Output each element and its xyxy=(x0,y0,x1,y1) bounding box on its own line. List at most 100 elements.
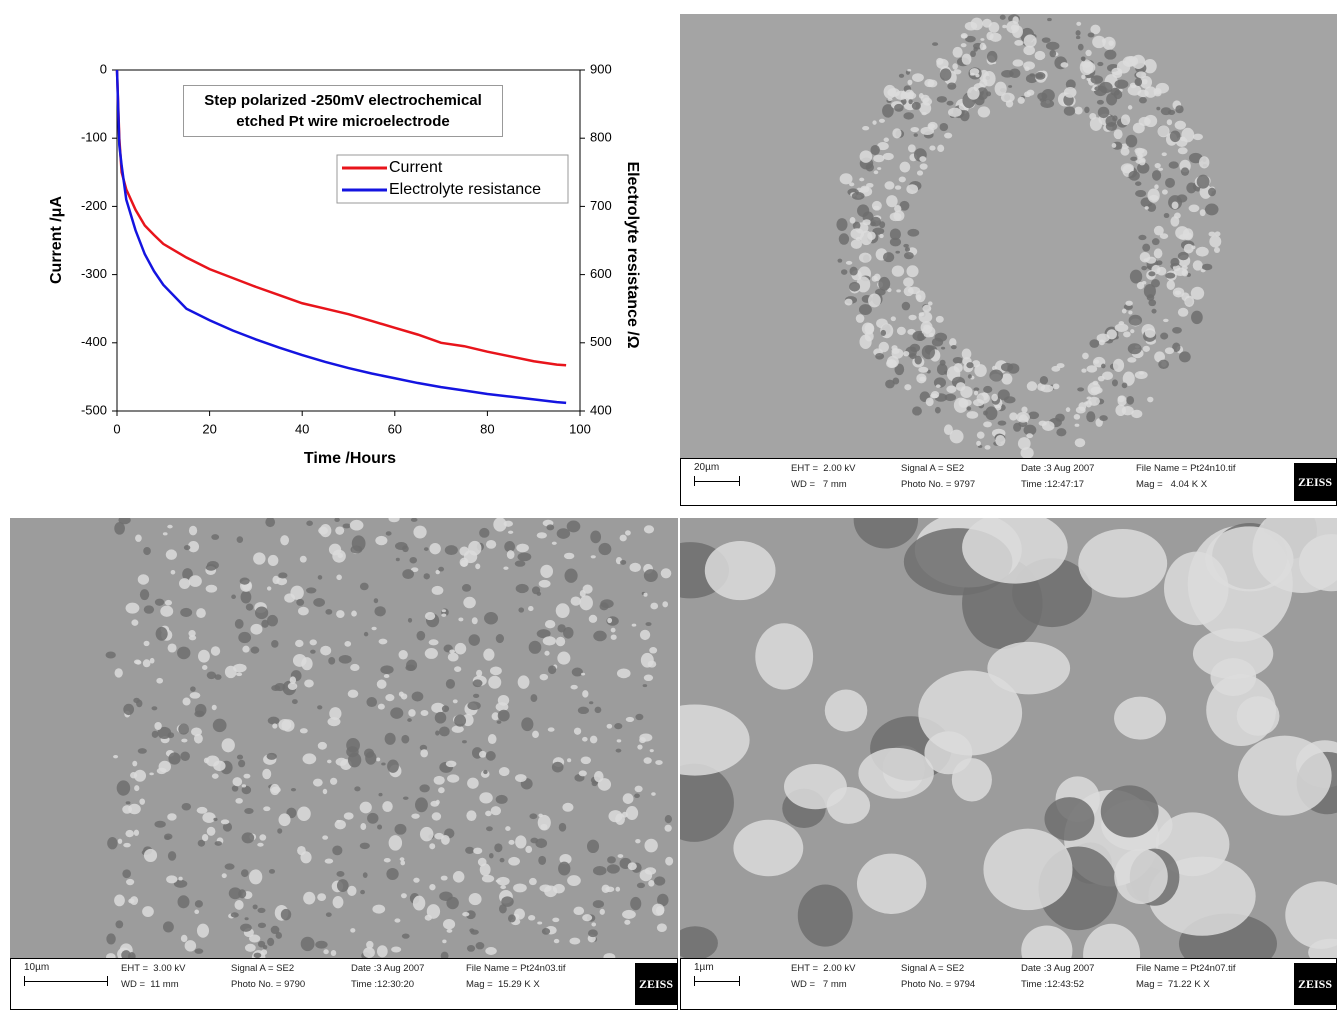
sem-feature xyxy=(431,702,445,714)
sem-feature xyxy=(359,842,370,850)
file-name: File Name = Pt24n10.tif xyxy=(1136,463,1236,474)
sem-feature xyxy=(555,636,566,647)
sem-feature xyxy=(920,94,930,103)
sem-feature xyxy=(849,266,858,276)
sem-feature xyxy=(1056,428,1067,437)
sem-feature xyxy=(344,641,352,647)
sem-feature xyxy=(1002,24,1007,29)
sem-feature xyxy=(424,611,436,621)
sem-image xyxy=(680,14,1337,458)
sem-feature xyxy=(898,73,905,78)
sem-feature xyxy=(1094,86,1101,91)
sem-feature xyxy=(125,602,140,614)
sem-feature xyxy=(1024,66,1030,71)
sem-feature xyxy=(931,337,944,347)
sem-feature xyxy=(870,216,881,227)
sem-feature xyxy=(969,68,980,76)
sem-feature xyxy=(1174,290,1182,295)
sem-feature xyxy=(1144,206,1149,210)
sem-feature xyxy=(885,379,895,389)
sem-feature xyxy=(542,636,556,646)
logo: ZEISS xyxy=(1294,463,1336,501)
sem-feature xyxy=(589,701,594,705)
y2-tick-label: 500 xyxy=(590,334,612,349)
y2-tick-label: 400 xyxy=(590,402,612,417)
sem-feature xyxy=(463,596,476,609)
sem-feature xyxy=(128,803,141,815)
sem-feature xyxy=(936,57,944,65)
sem-feature xyxy=(194,710,205,718)
sem-feature xyxy=(336,879,349,893)
sem-feature xyxy=(1080,56,1086,61)
sem-feature xyxy=(180,607,193,617)
sem-feature xyxy=(1090,386,1103,395)
sem-feature xyxy=(994,81,1007,96)
sem-feature xyxy=(441,613,447,617)
sem-feature xyxy=(1137,162,1150,174)
sem-feature xyxy=(1143,58,1157,74)
sem-feature xyxy=(879,233,884,239)
sem-feature xyxy=(462,912,470,917)
sem-feature xyxy=(594,706,602,714)
eht: EHT = 2.00 kV xyxy=(791,463,856,474)
sem-feature xyxy=(222,822,233,832)
sem-feature xyxy=(652,903,665,916)
sem-feature xyxy=(278,813,291,827)
sem-feature xyxy=(640,652,654,668)
sem-feature xyxy=(890,316,896,322)
sem-feature xyxy=(440,951,449,958)
sem-feature xyxy=(903,112,915,120)
sem-feature xyxy=(387,759,399,773)
sem-feature xyxy=(898,176,906,183)
sem-feature xyxy=(151,706,158,711)
sem-feature xyxy=(852,221,861,230)
sem-feature xyxy=(336,610,345,619)
sem-feature xyxy=(196,608,206,619)
sem-feature xyxy=(114,521,125,535)
sem-feature xyxy=(909,353,917,359)
sem-feature xyxy=(878,276,891,291)
sem-feature xyxy=(557,651,571,665)
sem-feature xyxy=(599,602,609,611)
sem-feature xyxy=(892,128,902,139)
sem-feature xyxy=(894,103,904,112)
sem-feature xyxy=(434,711,447,724)
sem-feature xyxy=(235,797,243,804)
sem-feature xyxy=(267,554,279,567)
sem-feature xyxy=(872,120,877,125)
sem-feature xyxy=(438,566,445,572)
sem-feature xyxy=(238,889,247,899)
sem-feature xyxy=(515,774,527,782)
sem-feature xyxy=(873,154,885,163)
sem-feature xyxy=(241,784,247,788)
sem-feature xyxy=(1121,308,1127,314)
sem-feature xyxy=(1081,74,1086,80)
info-bar: 1µm EHT = 2.00 kV WD = 7 mm Signal A = SE2 P… xyxy=(680,958,1337,1010)
magnification: Mag = 71.22 K X xyxy=(1136,979,1210,990)
sem-feature xyxy=(508,856,520,866)
sem-feature xyxy=(212,718,227,733)
sem-feature xyxy=(156,677,164,684)
sem-feature xyxy=(497,709,510,722)
sem-feature xyxy=(1177,147,1188,155)
sem-feature xyxy=(1164,347,1175,355)
sem-feature xyxy=(1117,395,1127,407)
sem-feature xyxy=(388,518,400,523)
sem-feature xyxy=(944,393,957,402)
sem-feature xyxy=(178,723,190,735)
sem-feature xyxy=(906,265,919,278)
sem-feature xyxy=(231,594,236,599)
sem-feature xyxy=(284,593,296,603)
sem-feature xyxy=(1183,243,1194,254)
sem-feature xyxy=(240,869,249,878)
sem-feature xyxy=(139,798,146,805)
sem-feature xyxy=(1129,82,1137,89)
sem-feature xyxy=(419,784,430,793)
sem-feature xyxy=(925,397,934,407)
sem-feature xyxy=(376,679,387,689)
sem-feature xyxy=(872,205,880,211)
sem-feature xyxy=(1153,89,1162,97)
sem-feature xyxy=(1237,735,1332,816)
sem-feature xyxy=(376,757,381,762)
sem-feature xyxy=(592,900,605,909)
